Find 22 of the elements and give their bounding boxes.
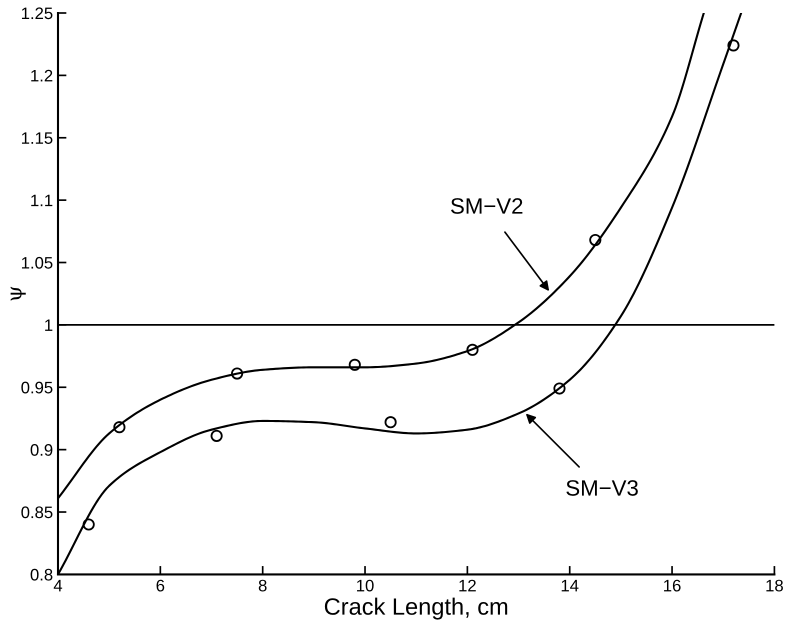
- annotation: SM−V2: [451, 198, 522, 214]
- x-axis-title: Crack Length, cm: [324, 598, 508, 620]
- x-tick-label: 6: [156, 580, 164, 592]
- y-tick-label: 1.1: [31, 194, 52, 206]
- x-tick-label: 14: [562, 580, 578, 592]
- x-tick-label: 8: [258, 580, 267, 592]
- annotation: SM−V3: [566, 480, 638, 496]
- y-tick-label: 1.25: [22, 7, 52, 20]
- x-tick-label: 10: [357, 580, 374, 592]
- y-tick-label: 0.95: [21, 382, 52, 394]
- y-tick-label: 0.8: [30, 568, 52, 581]
- y-tick-label: 1.05: [22, 256, 52, 269]
- y-tick-label: 0.9: [30, 444, 52, 456]
- x-tick-label: 16: [664, 580, 681, 592]
- y-tick-label: 1.15: [22, 132, 52, 144]
- y-axis-title: ψ: [10, 286, 26, 301]
- y-tick-label: 1.2: [31, 70, 52, 82]
- x-tick-label: 18: [766, 580, 783, 592]
- x-tick-label: 12: [459, 580, 476, 592]
- x-tick-label: 4: [54, 580, 62, 592]
- y-tick-label: 1: [45, 319, 52, 331]
- y-tick-label: 0.85: [21, 506, 52, 518]
